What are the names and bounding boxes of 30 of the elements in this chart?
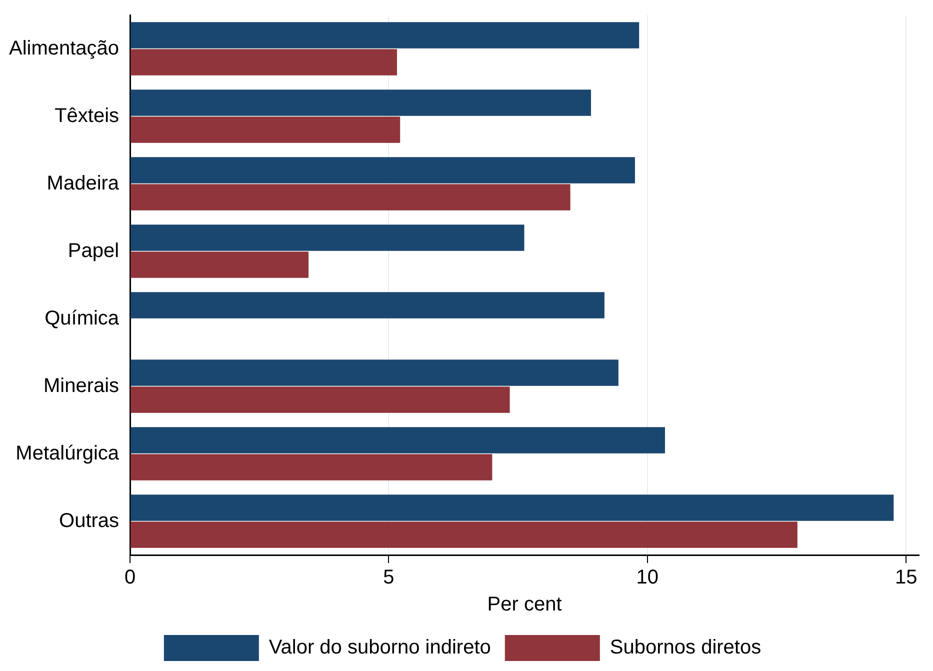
bar bbox=[130, 116, 400, 143]
bar bbox=[130, 494, 894, 521]
y-tick-label: Papel bbox=[68, 240, 120, 262]
bar bbox=[130, 22, 640, 48]
y-tick-label: Têxteis bbox=[54, 104, 120, 127]
bar bbox=[130, 157, 635, 184]
legend-label: Valor do suborno indireto bbox=[268, 636, 491, 659]
x-tick-label: 15 bbox=[894, 566, 918, 589]
bar bbox=[130, 90, 592, 116]
bar bbox=[130, 360, 618, 386]
x-axis-title: Per cent bbox=[487, 594, 562, 616]
legend-label: Subornos diretos bbox=[610, 636, 762, 659]
y-tick-label: Minerais bbox=[43, 374, 120, 397]
bar bbox=[130, 252, 309, 278]
bar bbox=[130, 49, 398, 76]
y-tick-label: Química bbox=[44, 307, 120, 330]
x-tick-label: 0 bbox=[124, 566, 136, 589]
bar bbox=[130, 522, 798, 548]
y-tick-label: Outras bbox=[59, 510, 120, 532]
y-tick-label: Metalúrgica bbox=[16, 442, 120, 464]
bar bbox=[130, 224, 524, 251]
bar bbox=[130, 386, 510, 413]
bar bbox=[130, 454, 492, 480]
bar bbox=[130, 292, 604, 318]
bar bbox=[130, 184, 570, 210]
y-tick-label: Madeira bbox=[46, 172, 120, 194]
x-tick-label: 5 bbox=[383, 566, 394, 589]
x-tick-label: 10 bbox=[636, 566, 659, 589]
bar bbox=[130, 427, 665, 454]
y-tick-label: Alimentação bbox=[8, 37, 120, 60]
